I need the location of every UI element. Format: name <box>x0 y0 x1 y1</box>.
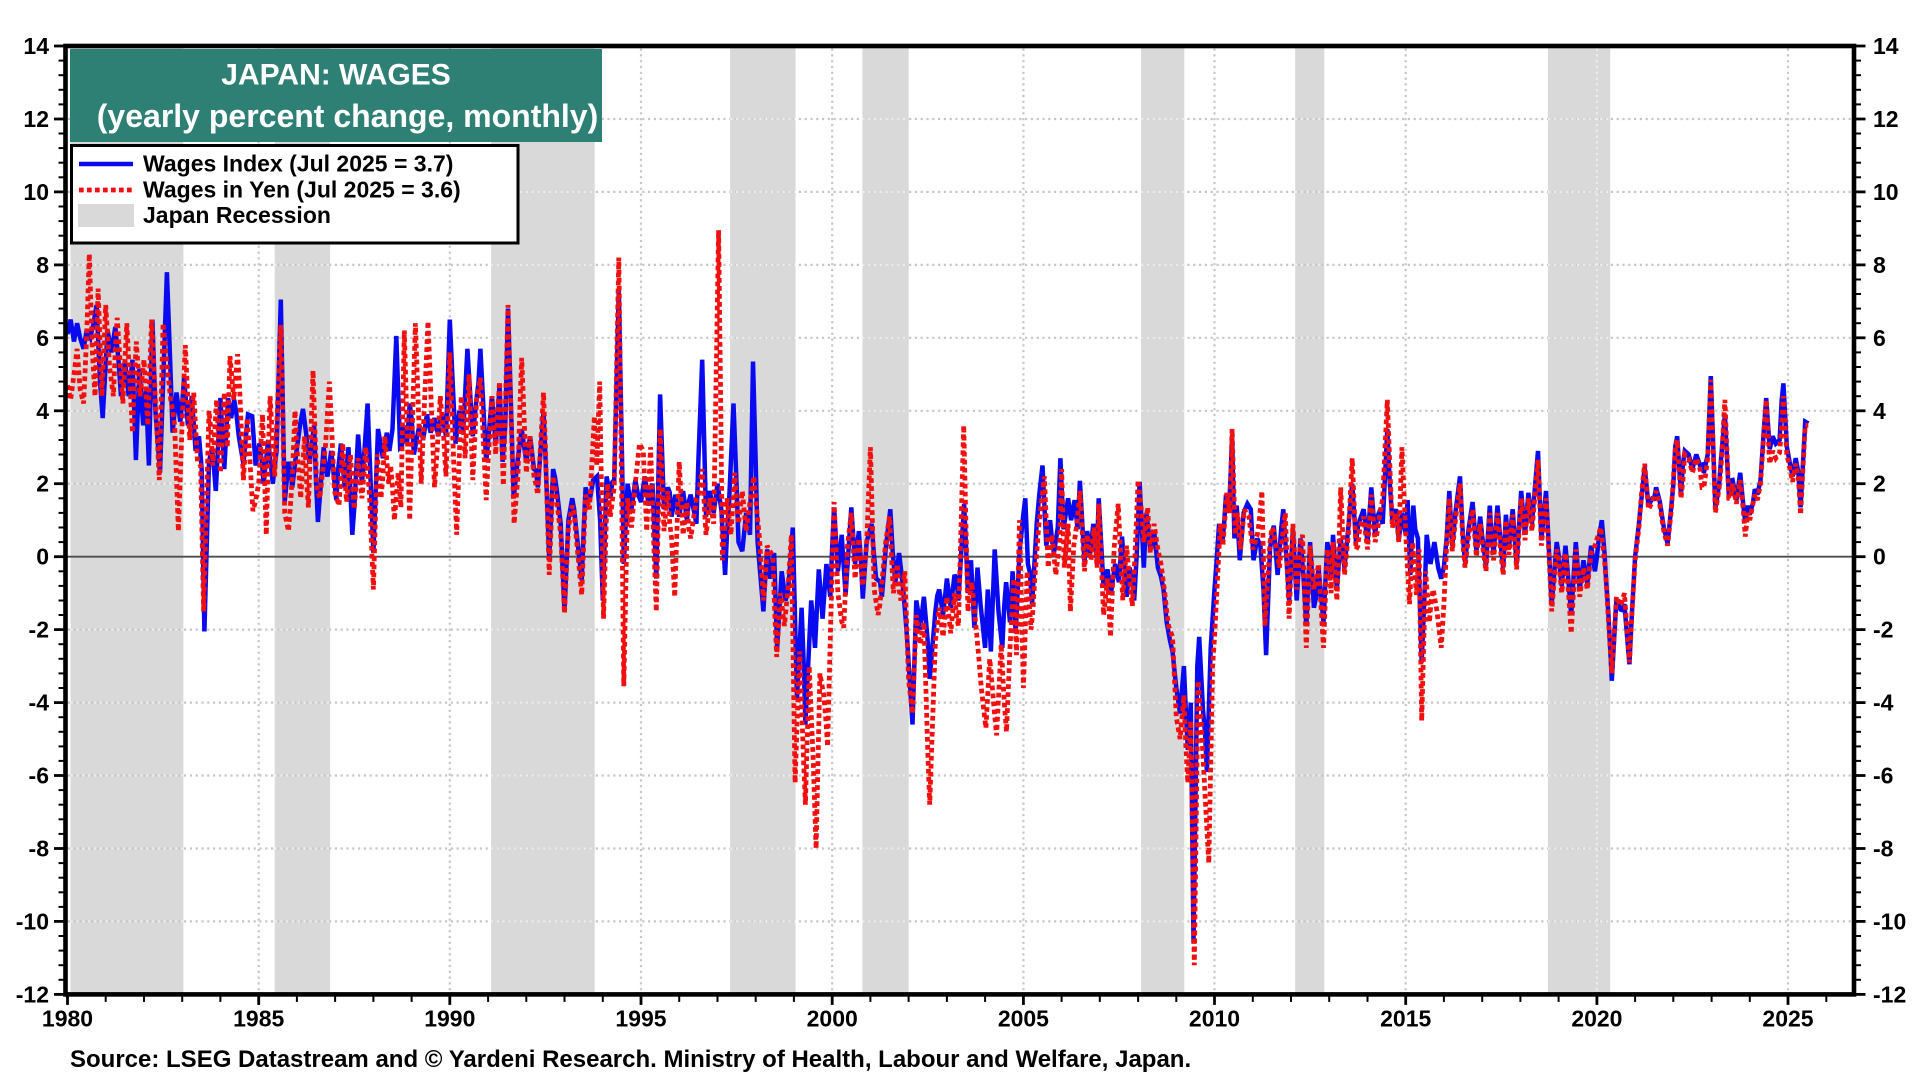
svg-text:10: 10 <box>1873 179 1899 205</box>
svg-text:-2: -2 <box>29 617 49 643</box>
svg-text:(yearly percent change, monthl: (yearly percent change, monthly) <box>97 98 598 134</box>
svg-text:8: 8 <box>36 252 49 278</box>
svg-text:14: 14 <box>23 33 49 59</box>
svg-text:2020: 2020 <box>1571 1006 1622 1032</box>
svg-text:6: 6 <box>1873 325 1886 351</box>
svg-text:2015: 2015 <box>1380 1006 1431 1032</box>
svg-text:-2: -2 <box>1873 617 1893 643</box>
svg-text:Wages Index (Jul 2025 = 3.7): Wages Index (Jul 2025 = 3.7) <box>143 151 453 177</box>
svg-text:2: 2 <box>1873 471 1886 497</box>
svg-text:-6: -6 <box>1873 763 1893 789</box>
svg-text:14: 14 <box>1873 33 1899 59</box>
svg-text:1980: 1980 <box>42 1006 93 1032</box>
svg-text:Wages in Yen (Jul 2025 = 3.6): Wages in Yen (Jul 2025 = 3.6) <box>143 177 461 203</box>
svg-text:-10: -10 <box>16 908 49 934</box>
svg-text:2025: 2025 <box>1762 1006 1813 1032</box>
svg-text:0: 0 <box>36 544 49 570</box>
svg-text:-10: -10 <box>1873 908 1906 934</box>
svg-text:2: 2 <box>36 471 49 497</box>
svg-text:-8: -8 <box>29 836 50 862</box>
svg-text:-4: -4 <box>29 690 50 716</box>
svg-text:-4: -4 <box>1873 690 1894 716</box>
svg-text:12: 12 <box>23 106 49 132</box>
svg-text:1985: 1985 <box>233 1006 284 1032</box>
svg-text:8: 8 <box>1873 252 1886 278</box>
svg-text:0: 0 <box>1873 544 1886 570</box>
svg-text:Japan Recession: Japan Recession <box>143 202 331 228</box>
svg-text:2000: 2000 <box>807 1006 858 1032</box>
svg-text:Source: LSEG Datastream and ©: Source: LSEG Datastream and © Yardeni Re… <box>70 1046 1191 1073</box>
svg-text:2005: 2005 <box>998 1006 1049 1032</box>
svg-text:10: 10 <box>23 179 49 205</box>
svg-text:-8: -8 <box>1873 836 1894 862</box>
svg-text:-12: -12 <box>1873 981 1906 1007</box>
svg-text:4: 4 <box>1873 398 1886 424</box>
svg-text:12: 12 <box>1873 106 1899 132</box>
svg-text:-6: -6 <box>29 763 49 789</box>
svg-text:1990: 1990 <box>424 1006 475 1032</box>
svg-text:4: 4 <box>36 398 49 424</box>
svg-text:JAPAN: WAGES: JAPAN: WAGES <box>221 59 450 92</box>
svg-text:2010: 2010 <box>1189 1006 1240 1032</box>
svg-text:1995: 1995 <box>615 1006 666 1032</box>
svg-text:6: 6 <box>36 325 49 351</box>
svg-text:-12: -12 <box>16 981 49 1007</box>
